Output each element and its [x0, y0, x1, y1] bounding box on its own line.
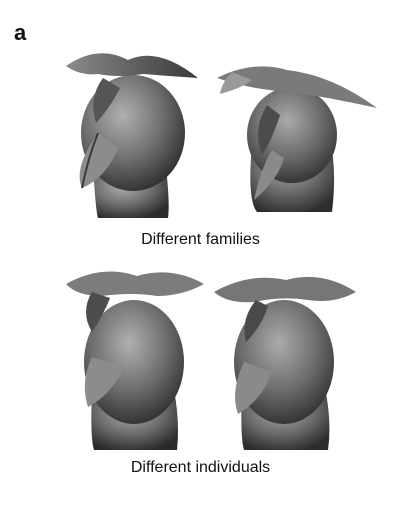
panel-label: a	[14, 20, 27, 45]
caption-different-families: Different families	[141, 231, 260, 248]
greeble-bottom-left-icon	[62, 262, 207, 454]
caption-different-individuals: Different individuals	[130, 459, 271, 476]
greeble-bottom-right-icon	[210, 262, 360, 454]
greeble-top-right-icon	[212, 50, 387, 220]
greeble-top-left-icon	[58, 38, 208, 223]
